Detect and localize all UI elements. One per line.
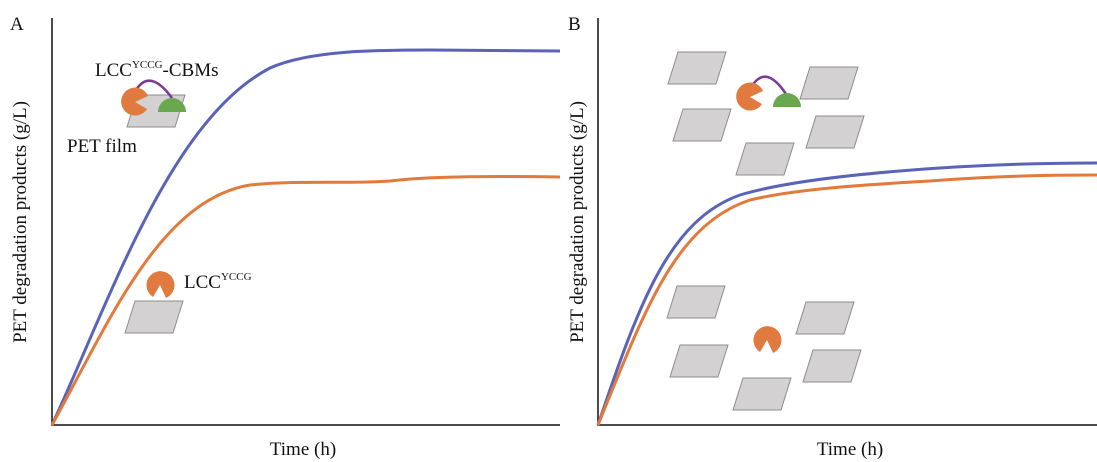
panel-label: B <box>568 14 581 35</box>
pet-film <box>668 52 726 84</box>
y-axis-label: PET degradation products (g/L) <box>567 101 588 343</box>
pet-film <box>796 302 854 334</box>
annotation: LCCYCCG-CBMs <box>95 59 218 81</box>
curve-cbm <box>598 163 1097 425</box>
panel-label: A <box>10 14 24 35</box>
panel-b: B PET degradation products (g/L) Time (h… <box>567 14 1097 460</box>
enzyme <box>146 271 174 298</box>
x-axis-label: Time (h) <box>817 439 883 460</box>
enzyme <box>736 83 763 111</box>
pet-film <box>803 350 861 382</box>
enzyme <box>753 326 781 353</box>
pet-film <box>806 116 864 148</box>
annotation: PET film <box>67 136 137 157</box>
pet-film <box>125 301 183 333</box>
figure: A PET degradation products (g/L) Time (h… <box>0 0 1097 462</box>
x-axis-label: Time (h) <box>270 439 336 460</box>
pet-film <box>670 345 728 377</box>
cbm <box>773 93 801 107</box>
annotation: LCCYCCG <box>184 271 252 293</box>
panel-a: A PET degradation products (g/L) Time (h… <box>10 14 560 460</box>
pet-film <box>736 143 794 175</box>
y-axis-label: PET degradation products (g/L) <box>10 101 31 343</box>
pet-film <box>800 67 858 99</box>
pet-film <box>673 109 731 141</box>
pet-film <box>667 286 725 318</box>
pet-film <box>733 378 791 410</box>
curve-lcc <box>52 176 560 425</box>
